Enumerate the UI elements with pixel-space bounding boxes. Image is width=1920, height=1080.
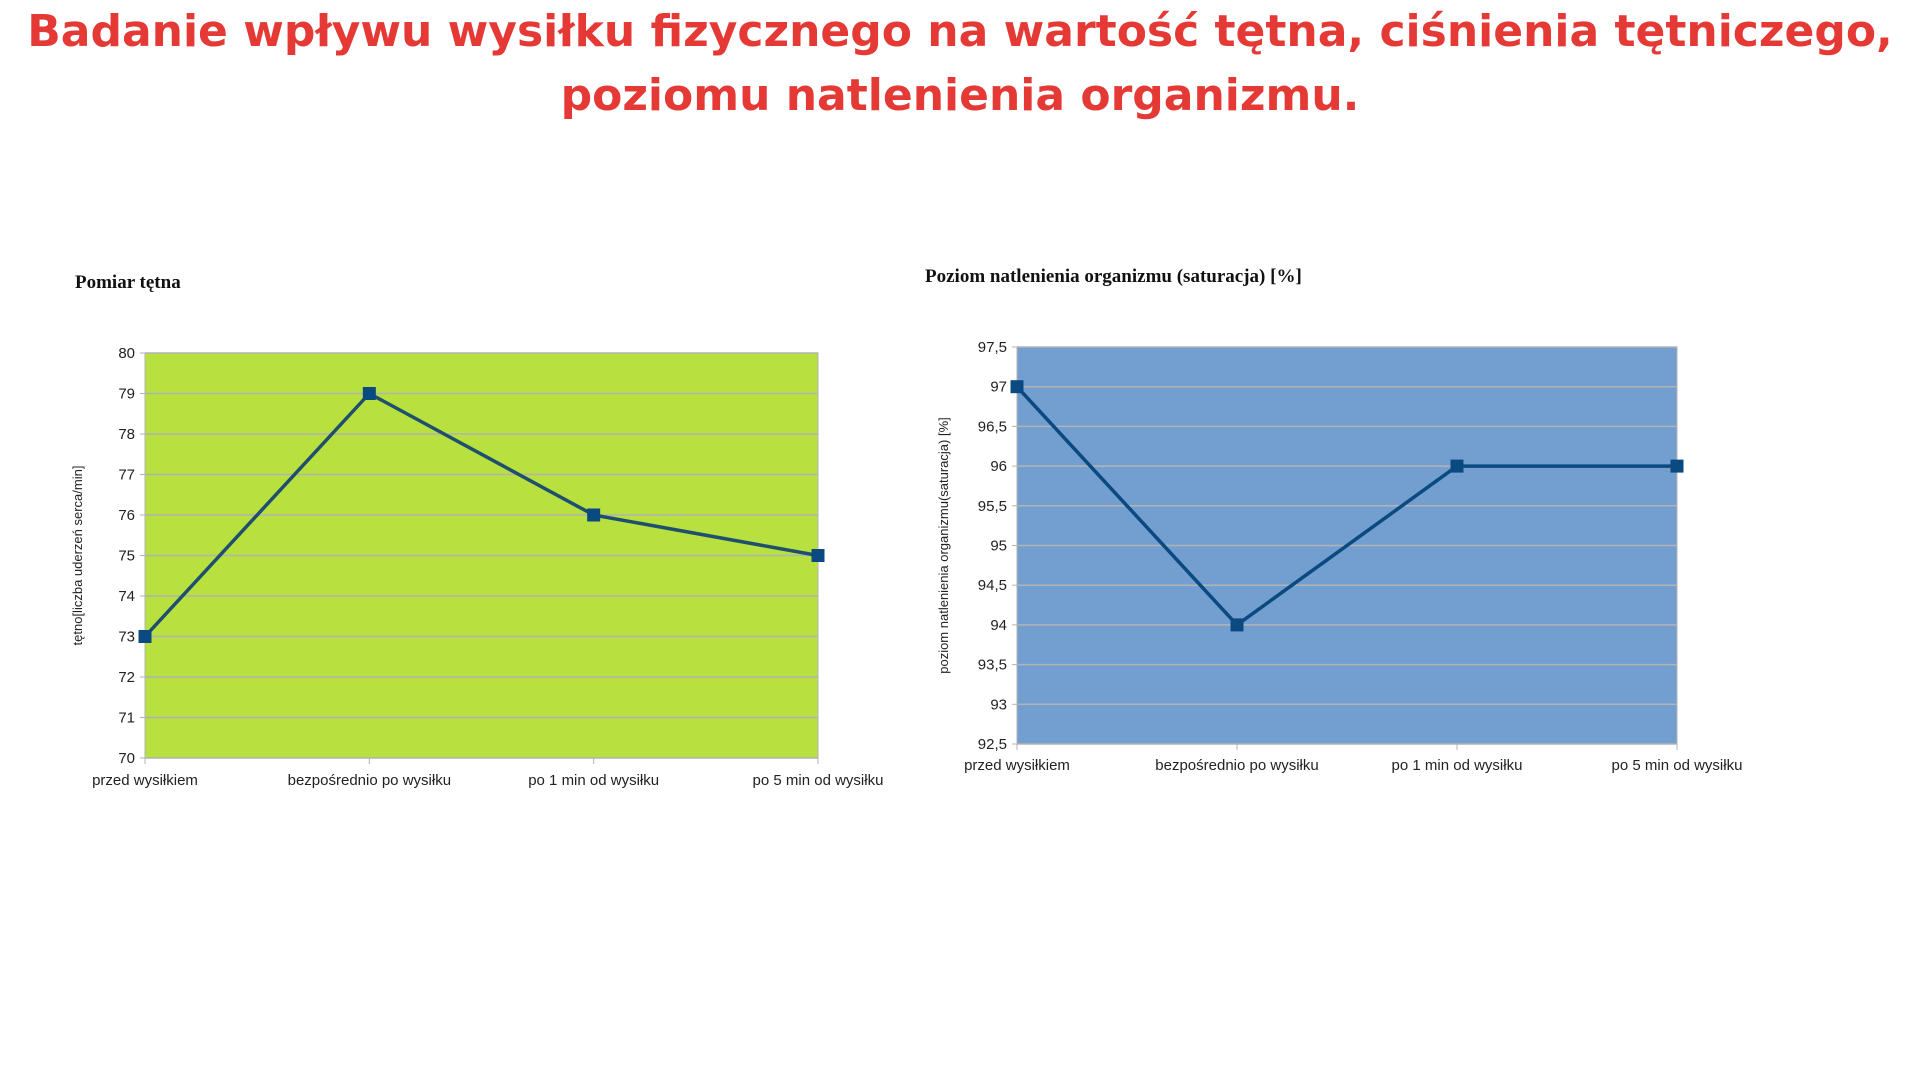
- pulse-y-tick-label: 80: [118, 345, 135, 362]
- saturation-category-label: przed wysiłkiem: [964, 757, 1070, 774]
- saturation-category-label: po 1 min od wysiłku: [1392, 757, 1523, 774]
- saturation-y-tick-label: 95,5: [978, 498, 1007, 515]
- pulse-y-tick-label: 74: [118, 588, 135, 605]
- saturation-data-point: [1010, 380, 1024, 394]
- saturation-chart: Poziom natlenienia organizmu (saturacja)…: [925, 266, 1742, 774]
- saturation-data-point: [1230, 618, 1244, 632]
- pulse-category-label: bezpośrednio po wysiłku: [288, 772, 451, 789]
- saturation-chart-title: Poziom natlenienia organizmu (saturacja)…: [925, 266, 1302, 287]
- saturation-y-axis-title: poziom natlenienia organizmu(saturacja) …: [936, 417, 951, 674]
- saturation-y-tick-label: 97: [990, 379, 1007, 396]
- pulse-data-point: [811, 549, 825, 562]
- pulse-chart: Pomiar tętna 70 71 72 73 74 75 76 77 78 79 80 przed …: [70, 272, 883, 789]
- saturation-series-line: [1015, 385, 1677, 627]
- pulse-data-point: [362, 387, 376, 400]
- saturation-y-tick-label: 96,5: [978, 418, 1007, 435]
- saturation-y-tick-label: 93: [990, 696, 1007, 713]
- saturation-data-point: [1450, 459, 1464, 473]
- pulse-y-tick-label: 79: [118, 386, 135, 403]
- pulse-chart-title: Pomiar tętna: [75, 272, 181, 293]
- pulse-y-tick-label: 72: [118, 669, 135, 686]
- saturation-data-point: [1670, 459, 1684, 473]
- saturation-y-tick-label: 94: [990, 617, 1007, 634]
- pulse-data-point: [138, 630, 152, 643]
- charts-canvas: Pomiar tętna 70 71 72 73 74 75 76 77 78 79 80 przed …: [70, 266, 1742, 789]
- saturation-y-tick-label: 94,5: [978, 577, 1007, 594]
- page-title-line-2: poziomu natlenienia organizmu.: [560, 70, 1360, 121]
- saturation-category-label: po 5 min od wysiłku: [1612, 757, 1743, 774]
- saturation-category-label: bezpośrednio po wysiłku: [1155, 757, 1318, 774]
- saturation-y-tick-label: 92,5: [978, 736, 1007, 753]
- pulse-data-point: [587, 508, 601, 522]
- saturation-y-tick-label: 97,5: [978, 339, 1007, 356]
- pulse-series-line: [143, 391, 819, 638]
- pulse-y-tick-label: 75: [118, 548, 135, 565]
- pulse-y-tick-label: 77: [118, 467, 135, 484]
- pulse-category-label: przed wysiłkiem: [92, 772, 198, 789]
- pulse-category-label: po 1 min od wysiłku: [528, 772, 659, 789]
- page-title-line-1: Badanie wpływu wysiłku fizycznego na war…: [27, 6, 1893, 57]
- pulse-y-tick-label: 78: [118, 426, 135, 443]
- pulse-y-tick-label: 76: [118, 507, 135, 524]
- saturation-y-tick-label: 95: [990, 538, 1007, 555]
- saturation-y-tick-label: 96: [990, 458, 1007, 475]
- pulse-y-axis-title: tętno[liczba uderzeń serca/min]: [70, 466, 85, 646]
- pulse-y-tick-label: 70: [118, 750, 135, 767]
- saturation-y-tick-label: 93,5: [978, 657, 1007, 674]
- pulse-category-label: po 5 min od wysiłku: [753, 772, 884, 789]
- pulse-y-tick-label: 71: [118, 710, 135, 727]
- page-title: Badanie wpływu wysiłku fizycznego na war…: [0, 0, 1920, 128]
- pulse-y-tick-label: 73: [118, 629, 135, 646]
